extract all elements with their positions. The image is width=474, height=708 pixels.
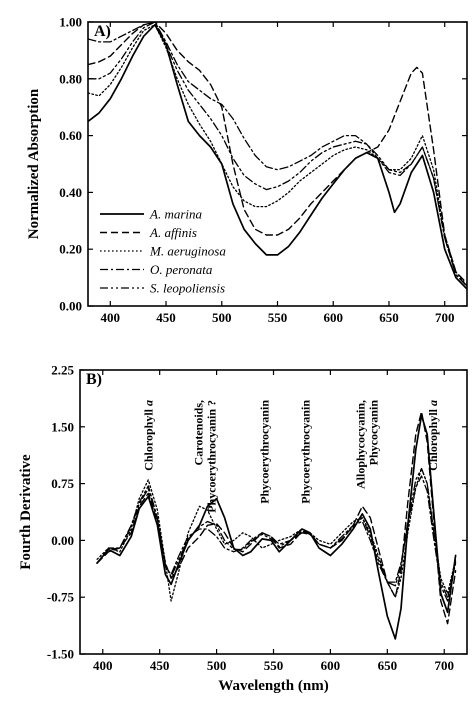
y-tick-label: -1.50 [47, 647, 74, 662]
band-annotation-label: Allophycocyanin, [353, 400, 367, 489]
y-tick-label: 1.50 [51, 419, 74, 434]
x-axis-label: Wavelength (nm) [218, 678, 328, 694]
series-line-m-aeruginosa [96, 467, 457, 602]
series-line-a-marina [96, 414, 457, 640]
band-annotation-text: Chlorophyll [141, 406, 155, 471]
y-tick-label: 0.00 [51, 533, 74, 548]
x-tick-label: 700 [434, 658, 454, 673]
legend: A. marina A. affinis M. aeruginosa O. peron… [100, 207, 226, 296]
y-tick-label: 0.80 [59, 71, 82, 86]
y-tick-label: -0.75 [47, 590, 75, 605]
y-axis-label: Normalized Absorption [26, 88, 42, 239]
x-tick-label: 550 [264, 658, 284, 673]
series-line-s-leopoliensis [96, 467, 457, 598]
x-tick-label: 500 [212, 310, 232, 325]
x-tick-label: 550 [268, 310, 288, 325]
band-annotation-label: Phycoerythrocyanin [298, 400, 312, 504]
legend-entry-label: M. aeruginosa [149, 244, 226, 259]
series-line-m-aeruginosa [88, 24, 467, 287]
legend-entry-label: S. leopoliensis [150, 281, 225, 296]
panel-a-absorption-chart: 400 450 500 550 600 650 700 0.00 0.20 0.40 0.60 0.8… [26, 15, 468, 325]
y-axis-label: Fourth Derivative [18, 454, 34, 570]
x-tick-label: 700 [435, 310, 455, 325]
band-annotation-label: Chlorophyll a [426, 400, 440, 471]
series-line-o-peronata [96, 475, 457, 602]
y-tick-label: 0.00 [59, 299, 82, 314]
x-tick-label: 500 [207, 658, 227, 673]
x-tick-label: 600 [323, 310, 343, 325]
x-tick-label: 600 [321, 658, 341, 673]
series-line-a-marina [88, 23, 467, 290]
legend-entry-label: A. affinis [149, 225, 197, 240]
band-annotation-text: Chlorophyll [426, 406, 440, 471]
y-tick-label: 1.00 [59, 15, 82, 30]
x-tick-label: 650 [378, 658, 398, 673]
y-tick-label: 0.40 [59, 185, 82, 200]
band-annotation-label: Phycoerythrocyanin [257, 400, 271, 504]
panel-b-fourth-derivative-chart: 400 450 500 550 600 650 700 -1.50 -0.75 0.00 0.75 1… [18, 363, 468, 694]
series-line-a-affinis [88, 22, 467, 284]
y-tick-label: 0.75 [51, 476, 74, 491]
band-annotation-label: Phycocyanin [366, 400, 380, 466]
plot-frame [87, 21, 468, 307]
panel-label: B) [86, 371, 102, 388]
series-line-s-leopoliensis [88, 22, 467, 287]
band-annotation-italic: a [141, 400, 155, 406]
x-tick-label: 450 [150, 658, 170, 673]
x-tick-label: 650 [379, 310, 399, 325]
x-tick-label: 400 [93, 658, 113, 673]
band-annotation-italic: a [426, 400, 440, 406]
x-tick-label: 400 [101, 310, 121, 325]
band-annotation-label: Chlorophyll a [141, 400, 155, 471]
series-line-o-peronata [88, 22, 467, 287]
band-annotation-label: Carotenoids, [192, 400, 206, 465]
y-tick-label: 0.20 [59, 242, 82, 257]
x-tick-label: 450 [156, 310, 176, 325]
legend-entry-label: O. peronata [150, 262, 213, 277]
panel-label: A) [94, 23, 111, 40]
y-tick-label: 2.25 [51, 363, 74, 378]
legend-entry-label: A. marina [149, 207, 203, 222]
y-tick-label: 0.60 [59, 128, 82, 143]
band-annotation-label: Phycoerythrocyanin ? [205, 400, 219, 513]
